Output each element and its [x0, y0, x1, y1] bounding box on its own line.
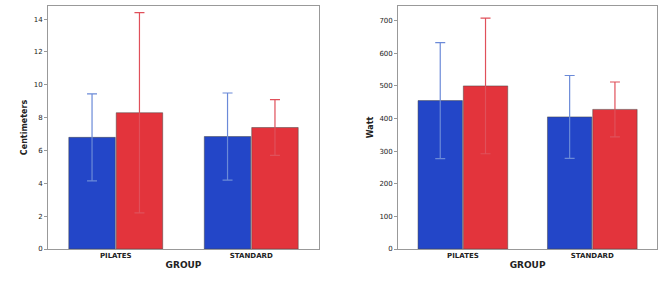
svg-text:STANDARD: STANDARD: [571, 252, 614, 260]
svg-text:100: 100: [379, 213, 392, 221]
svg-text:PILATES: PILATES: [447, 252, 479, 260]
svg-text:500: 500: [379, 82, 392, 90]
svg-text:Centimeters: Centimeters: [20, 100, 29, 156]
svg-text:700: 700: [379, 17, 392, 25]
svg-text:14: 14: [34, 16, 43, 24]
svg-text:0: 0: [388, 245, 392, 253]
svg-text:2: 2: [38, 213, 42, 221]
svg-text:10: 10: [34, 81, 43, 89]
svg-text:200: 200: [379, 180, 392, 188]
svg-text:4: 4: [38, 180, 43, 188]
svg-text:600: 600: [379, 50, 392, 58]
svg-text:STANDARD: STANDARD: [230, 252, 273, 260]
svg-text:400: 400: [379, 115, 392, 123]
svg-text:6: 6: [38, 147, 43, 155]
svg-text:0: 0: [38, 245, 42, 253]
svg-text:GROUP: GROUP: [166, 260, 202, 270]
svg-text:8: 8: [38, 114, 42, 122]
svg-text:Watt: Watt: [366, 117, 375, 139]
svg-text:PILATES: PILATES: [100, 252, 132, 260]
svg-text:12: 12: [34, 48, 43, 56]
svg-text:GROUP: GROUP: [510, 260, 546, 270]
svg-text:300: 300: [379, 148, 392, 156]
